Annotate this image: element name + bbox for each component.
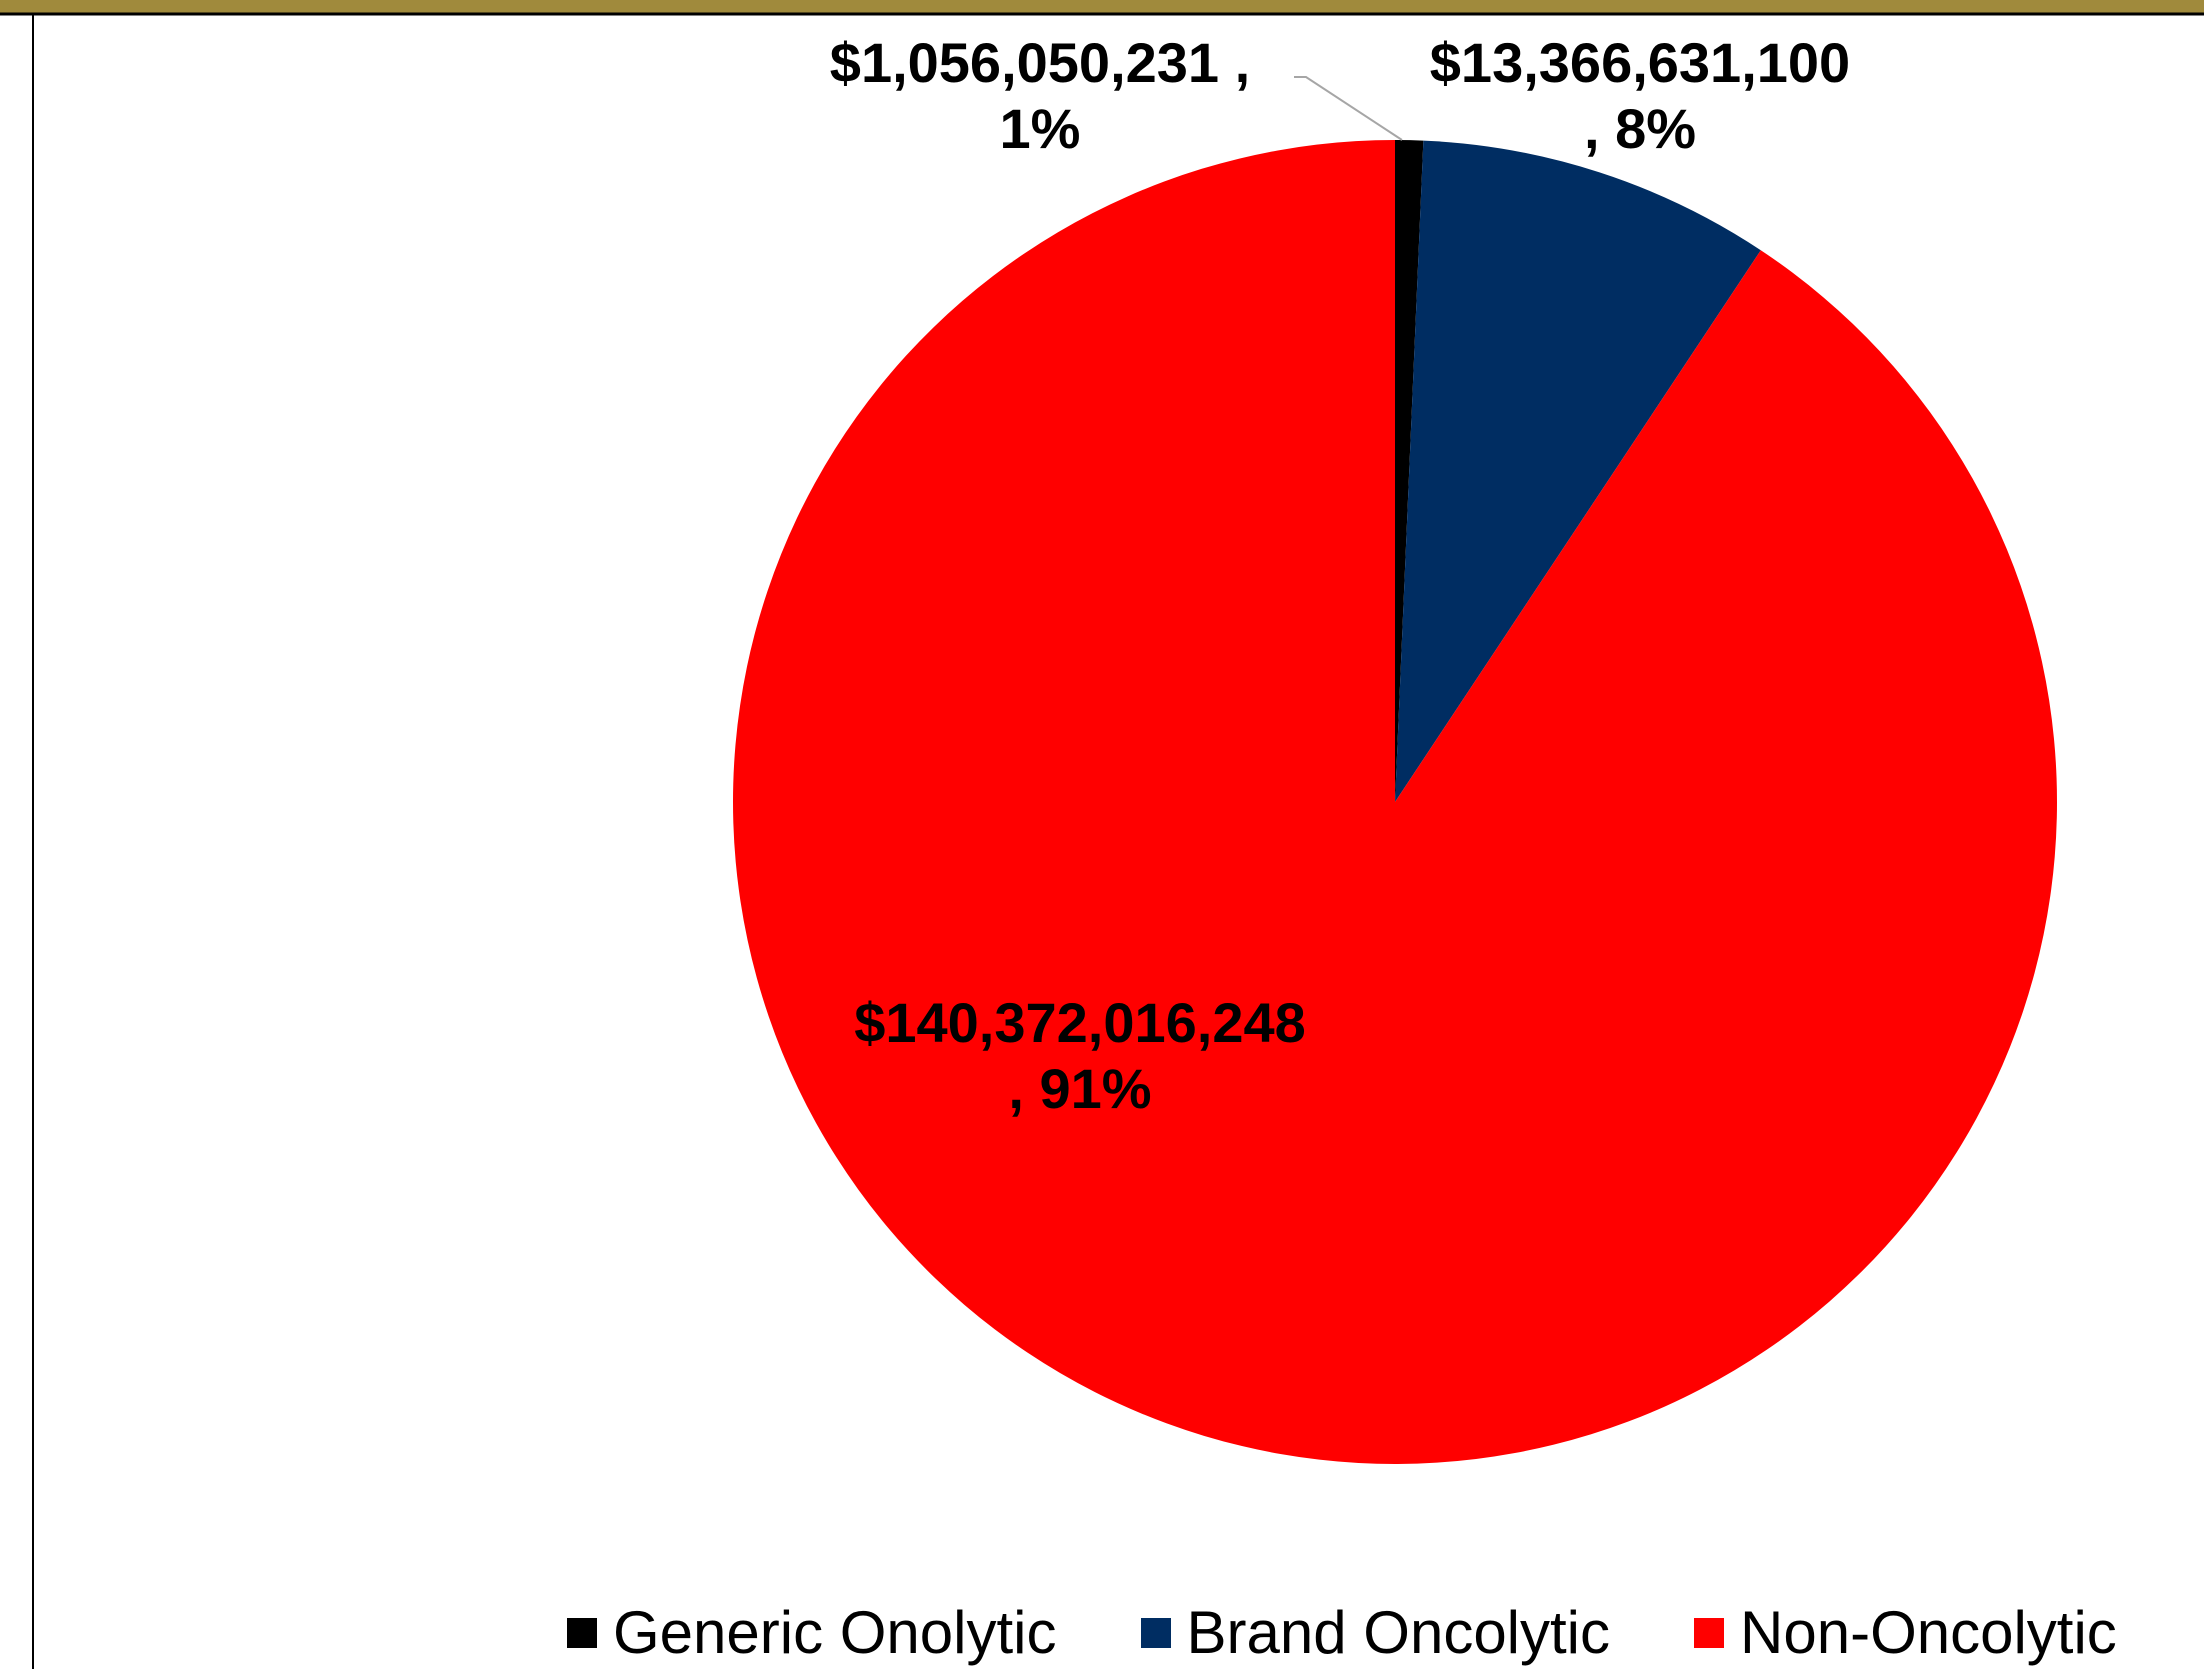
legend-swatch-brand — [1140, 1617, 1171, 1648]
data-label-non-oncolytic: $140,372,016,248 , 91% — [800, 990, 1360, 1122]
data-label-brand-percent: , 8% — [1583, 97, 1697, 160]
legend-label-generic: Generic Onolytic — [613, 1599, 1057, 1666]
legend-item-brand: Brand Oncolytic — [1140, 1598, 1611, 1667]
legend-item-generic: Generic Onolytic — [567, 1598, 1057, 1667]
legend: Generic Onolytic Brand Oncolytic Non-Onc… — [567, 1596, 2201, 1669]
data-label-generic: $1,056,050,231 , 1% — [780, 30, 1300, 162]
leader-line — [1294, 76, 1403, 141]
data-label-generic-percent: 1% — [999, 97, 1081, 160]
data-label-brand: $13,366,631,100 , 8% — [1380, 30, 1900, 162]
legend-swatch-generic — [567, 1617, 597, 1648]
header-band — [0, 0, 2204, 14]
data-label-non-oncolytic-value: $140,372,016,248 — [854, 991, 1306, 1054]
data-label-generic-value: $1,056,050,231 , — [829, 31, 1251, 94]
data-label-non-oncolytic-percent: , 91% — [1008, 1057, 1152, 1120]
legend-label-brand: Brand Oncolytic — [1186, 1599, 1611, 1666]
legend-label-non-oncolytic: Non-Oncolytic — [1740, 1599, 2117, 1666]
data-label-brand-value: $13,366,631,100 — [1429, 31, 1851, 94]
pie-slice-non-oncolytic — [732, 140, 2057, 1464]
pie-slice-generic — [1395, 140, 1424, 802]
legend-item-non-oncolytic: Non-Oncolytic — [1694, 1598, 2117, 1667]
legend-swatch-non-oncolytic — [1694, 1617, 1725, 1648]
pie-slice-brand — [1395, 140, 1761, 803]
